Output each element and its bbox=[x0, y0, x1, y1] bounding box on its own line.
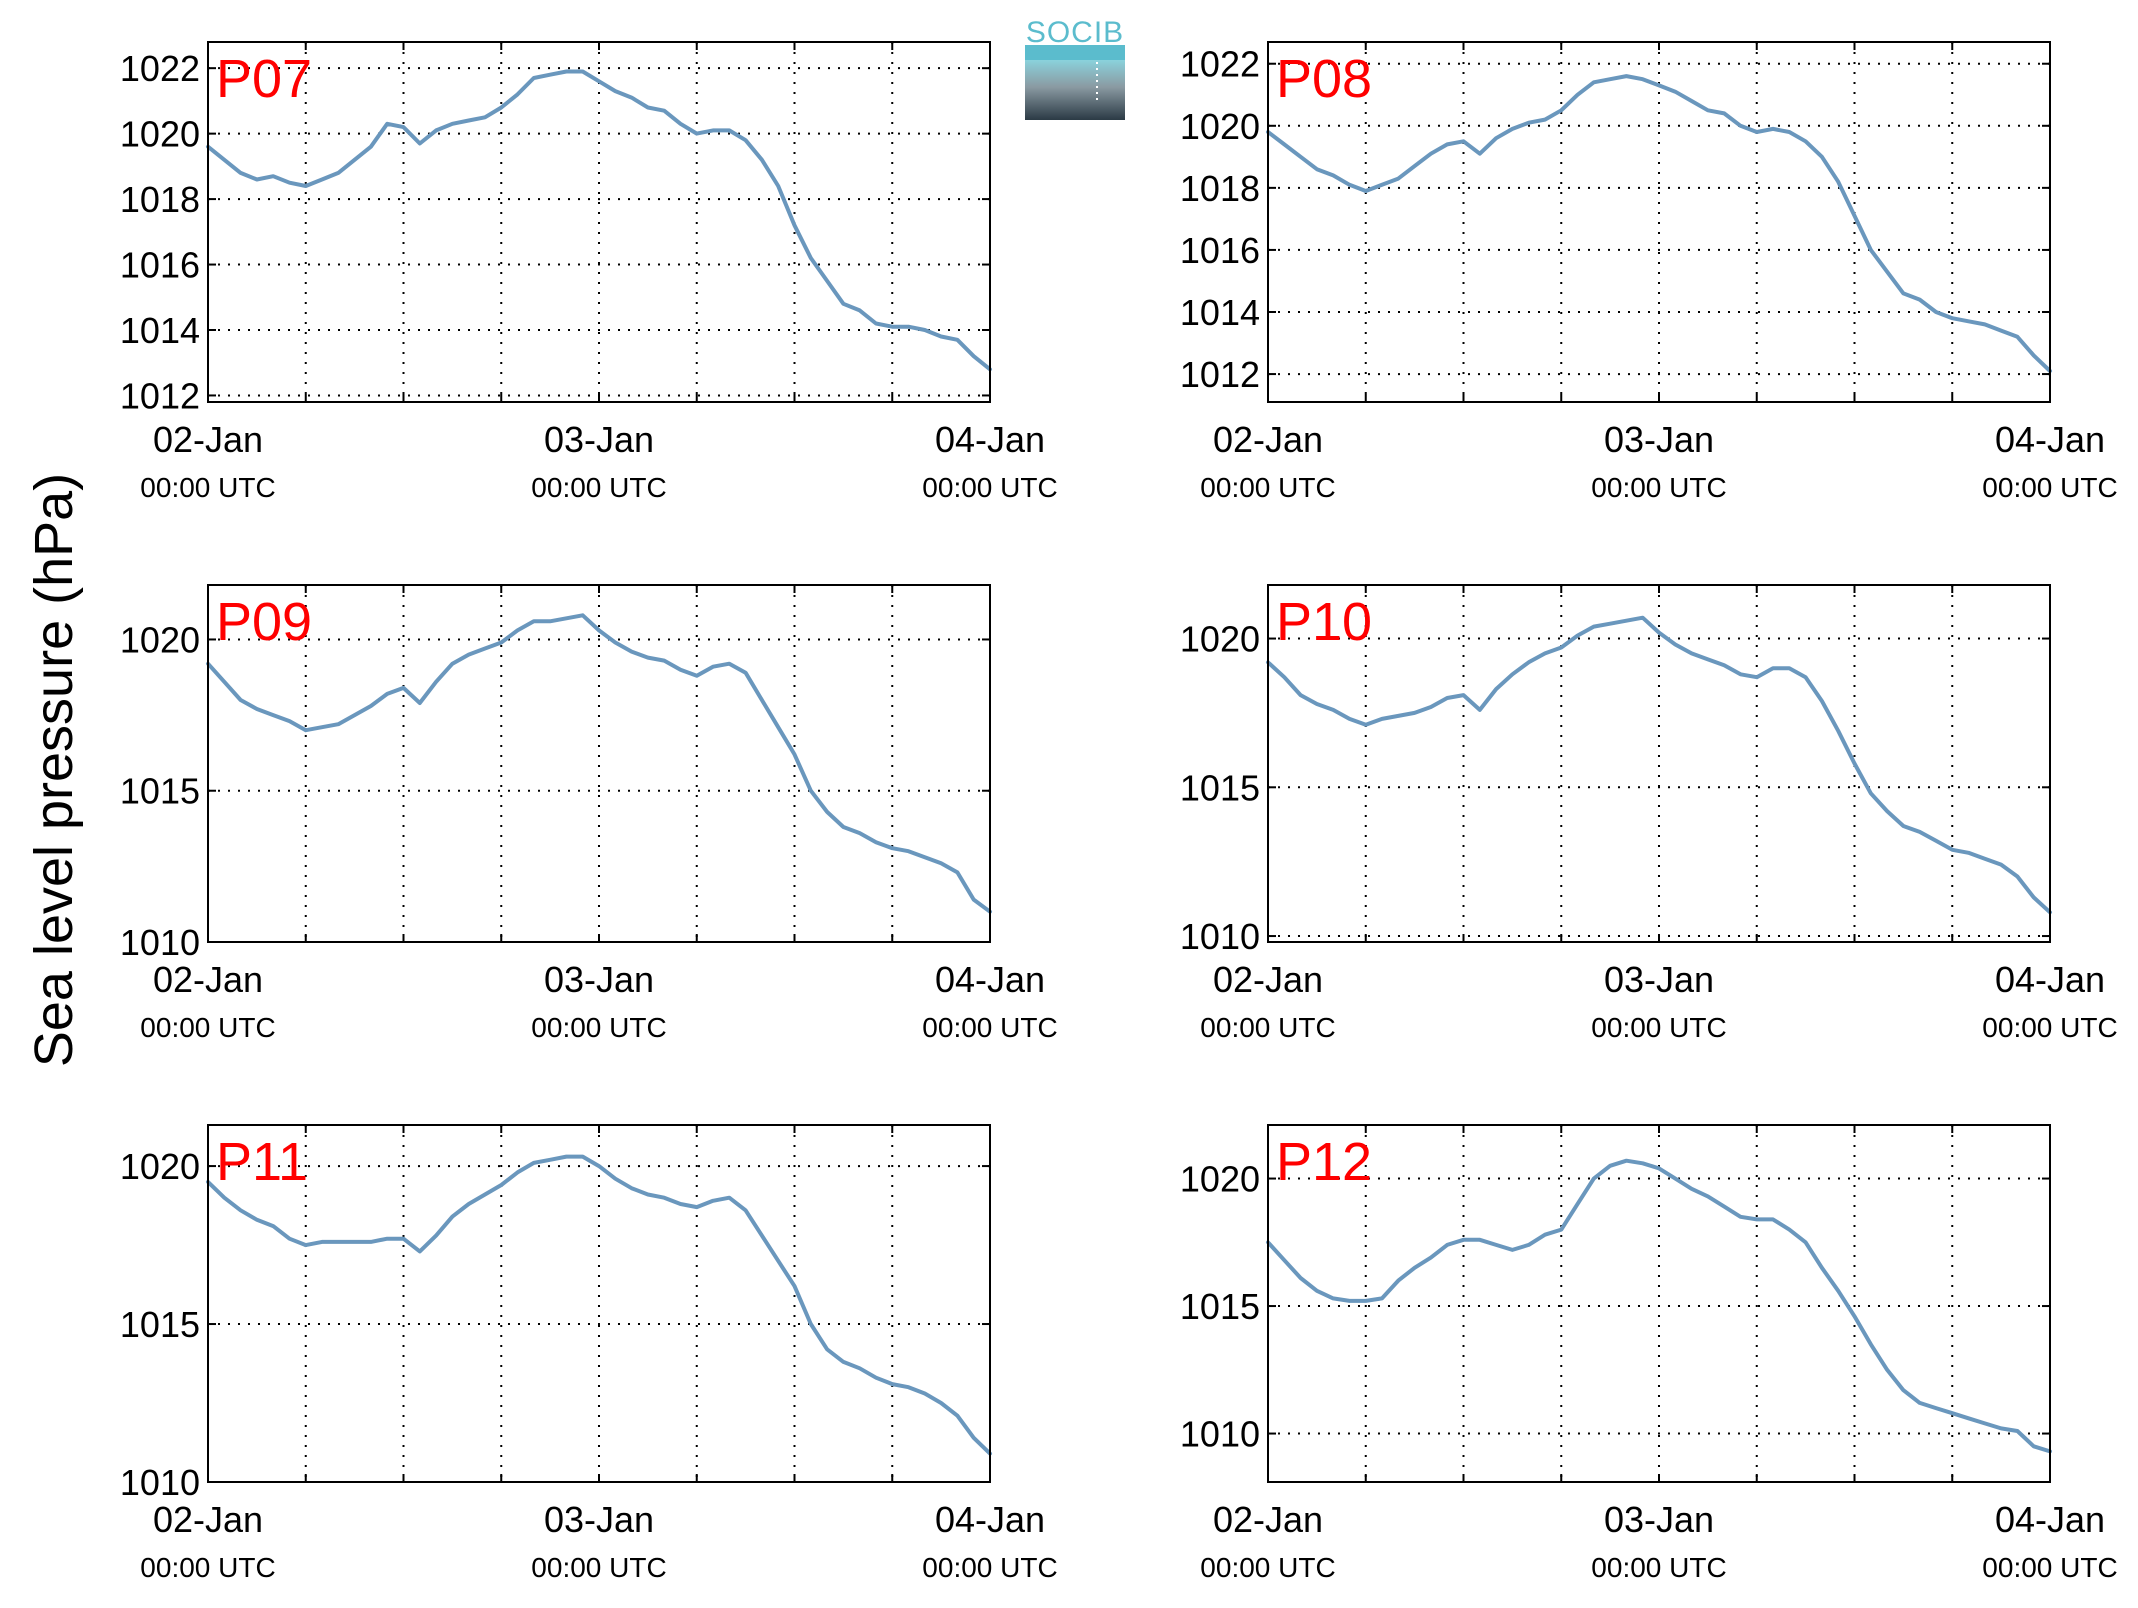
socib-logo: SOCIB bbox=[1025, 16, 1125, 120]
x-tick-label-date: 02-Jan bbox=[153, 419, 263, 460]
y-tick-label: 1018 bbox=[120, 179, 200, 220]
y-tick-label: 1010 bbox=[1180, 916, 1260, 957]
x-tick-label-date: 04-Jan bbox=[1995, 959, 2105, 1000]
y-tick-label: 1012 bbox=[120, 375, 200, 416]
x-tick-label-date: 04-Jan bbox=[935, 959, 1045, 1000]
logo-text: SOCIB bbox=[1026, 16, 1124, 49]
pressure-series-line bbox=[206, 613, 992, 914]
x-tick-label-time: 00:00 UTC bbox=[531, 472, 666, 503]
x-tick-label-time: 00:00 UTC bbox=[531, 1012, 666, 1043]
x-tick-label-time: 00:00 UTC bbox=[922, 1552, 1057, 1583]
x-tick-label-time: 00:00 UTC bbox=[531, 1552, 666, 1583]
y-tick-label: 1010 bbox=[1180, 1414, 1260, 1455]
x-tick-label-time: 00:00 UTC bbox=[140, 472, 275, 503]
y-tick-label: 1020 bbox=[120, 114, 200, 155]
pressure-series-line bbox=[206, 69, 992, 372]
x-tick-label-time: 00:00 UTC bbox=[1591, 1552, 1726, 1583]
y-tick-label: 1015 bbox=[120, 1304, 200, 1345]
x-tick-label-time: 00:00 UTC bbox=[1982, 472, 2117, 503]
chart-p07: 1012 1014 1016 1018 1020 1022 02-Jan 00:00 UTC 0… bbox=[120, 41, 1058, 503]
x-tick-label-time: 00:00 UTC bbox=[1591, 472, 1726, 503]
pressure-series-line bbox=[1266, 615, 2052, 915]
y-tick-label: 1018 bbox=[1180, 168, 1260, 209]
x-tick-label-date: 03-Jan bbox=[1604, 959, 1714, 1000]
x-tick-label-date: 03-Jan bbox=[544, 959, 654, 1000]
y-tick-label: 1015 bbox=[120, 771, 200, 812]
panels: 1012 1014 1016 1018 1020 1022 02-Jan 00:00 UTC 0… bbox=[120, 41, 2118, 1583]
pressure-series-line bbox=[1266, 1158, 2052, 1454]
y-axis-label: Sea level pressure (hPa) bbox=[24, 473, 84, 1067]
x-tick-label-time: 00:00 UTC bbox=[1982, 1012, 2117, 1043]
x-tick-label-date: 04-Jan bbox=[935, 1499, 1045, 1540]
x-tick-label-time: 00:00 UTC bbox=[1200, 1012, 1335, 1043]
station-label: P11 bbox=[216, 1132, 308, 1192]
x-tick-label-date: 03-Jan bbox=[1604, 419, 1714, 460]
y-tick-label: 1022 bbox=[1180, 44, 1260, 85]
y-tick-label: 1020 bbox=[1180, 106, 1260, 147]
y-tick-label: 1015 bbox=[1180, 1286, 1260, 1327]
y-tick-label: 1020 bbox=[120, 1146, 200, 1187]
y-tick-label: 1020 bbox=[120, 619, 200, 660]
x-tick-label-date: 04-Jan bbox=[1995, 1499, 2105, 1540]
logo-top-band bbox=[1025, 45, 1125, 60]
y-tick-label: 1012 bbox=[1180, 354, 1260, 395]
chart-p09: 1010 1015 1020 02-Jan 00:00 UTC 03-Jan 00:00 U… bbox=[120, 584, 1058, 1043]
y-tick-label: 1022 bbox=[120, 48, 200, 89]
y-tick-label: 1016 bbox=[120, 245, 200, 286]
x-tick-label-date: 03-Jan bbox=[544, 419, 654, 460]
chart-p10: 1010 1015 1020 02-Jan 00:00 UTC 03-Jan 00:00 U… bbox=[1180, 584, 2118, 1043]
x-tick-label-date: 02-Jan bbox=[1213, 419, 1323, 460]
station-label: P12 bbox=[1276, 1132, 1372, 1192]
x-tick-label-time: 00:00 UTC bbox=[1591, 1012, 1726, 1043]
axes-frame bbox=[1267, 41, 2051, 403]
y-tick-label: 1020 bbox=[1180, 619, 1260, 660]
station-label: P09 bbox=[216, 592, 312, 652]
y-tick-label: 1014 bbox=[1180, 292, 1260, 333]
y-tick-label: 1015 bbox=[1180, 767, 1260, 808]
station-label: P07 bbox=[216, 49, 312, 109]
pressure-series-line bbox=[1266, 74, 2052, 373]
x-tick-label-date: 02-Jan bbox=[153, 1499, 263, 1540]
x-tick-label-date: 03-Jan bbox=[544, 1499, 654, 1540]
y-tick-label: 1010 bbox=[120, 1462, 200, 1503]
x-tick-label-date: 04-Jan bbox=[1995, 419, 2105, 460]
x-tick-label-date: 02-Jan bbox=[1213, 1499, 1323, 1540]
x-tick-label-time: 00:00 UTC bbox=[1200, 472, 1335, 503]
x-tick-label-time: 00:00 UTC bbox=[1200, 1552, 1335, 1583]
chart-p12: 1010 1015 1020 02-Jan 00:00 UTC 03-Jan 00:00 U… bbox=[1180, 1124, 2118, 1583]
x-tick-label-date: 03-Jan bbox=[1604, 1499, 1714, 1540]
x-tick-label-time: 00:00 UTC bbox=[922, 472, 1057, 503]
station-label: P10 bbox=[1276, 592, 1372, 652]
logo-body bbox=[1025, 60, 1125, 120]
x-tick-label-time: 00:00 UTC bbox=[1982, 1552, 2117, 1583]
axes-frame bbox=[207, 41, 991, 403]
y-tick-label: 1016 bbox=[1180, 230, 1260, 271]
axes-frame bbox=[1267, 1124, 2051, 1483]
station-label: P08 bbox=[1276, 49, 1372, 109]
y-tick-label: 1010 bbox=[120, 922, 200, 963]
axes-frame bbox=[207, 1124, 991, 1483]
x-tick-label-time: 00:00 UTC bbox=[140, 1552, 275, 1583]
x-tick-label-date: 02-Jan bbox=[1213, 959, 1323, 1000]
axes-frame bbox=[207, 584, 991, 943]
x-tick-label-date: 02-Jan bbox=[153, 959, 263, 1000]
chart-p08: 1012 1014 1016 1018 1020 1022 02-Jan 00:00 UTC 0… bbox=[1180, 41, 2118, 503]
x-tick-label-time: 00:00 UTC bbox=[922, 1012, 1057, 1043]
pressure-series-line bbox=[206, 1154, 992, 1456]
chart-p11: 1010 1015 1020 02-Jan 00:00 UTC 03-Jan 00:00 U… bbox=[120, 1124, 1058, 1583]
y-tick-label: 1020 bbox=[1180, 1159, 1260, 1200]
y-tick-label: 1014 bbox=[120, 310, 200, 351]
axes-frame bbox=[1267, 584, 2051, 943]
x-tick-label-date: 04-Jan bbox=[935, 419, 1045, 460]
x-tick-label-time: 00:00 UTC bbox=[140, 1012, 275, 1043]
